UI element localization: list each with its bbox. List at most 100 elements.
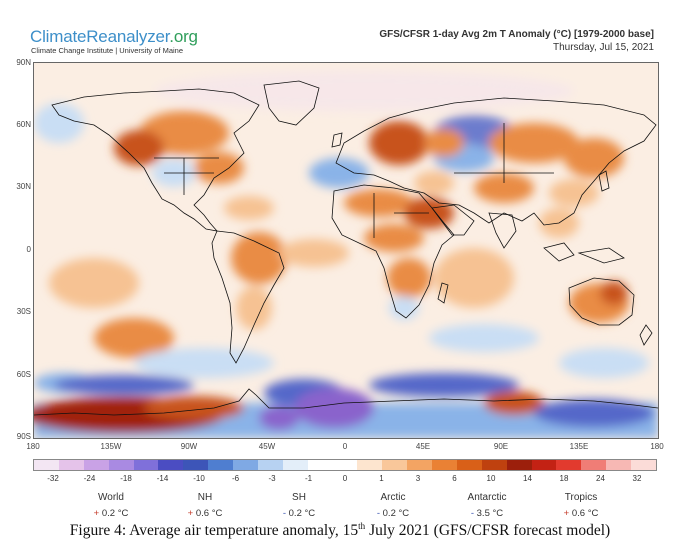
stat-name: Tropics bbox=[564, 492, 598, 503]
colorbar-tick-label: -14 bbox=[156, 474, 169, 483]
stat-name: SH bbox=[292, 492, 306, 503]
map-date: Thursday, Jul 15, 2021 bbox=[553, 42, 654, 53]
lon-label-45e: 45E bbox=[415, 442, 431, 451]
colorbar-segment bbox=[357, 460, 383, 470]
brand-name-part2: Reanalyzer bbox=[86, 27, 170, 46]
stat-name: Antarctic bbox=[467, 492, 507, 503]
stat-number: 0.2 °C bbox=[382, 508, 410, 519]
colorbar-tick-label: 14 bbox=[523, 474, 532, 483]
stat-value: - 0.2 °C bbox=[254, 508, 344, 519]
colorbar-segment bbox=[556, 460, 582, 470]
colorbar-tick-label: 3 bbox=[415, 474, 421, 483]
colorbar-segment bbox=[481, 460, 507, 470]
lat-label-90n: 90N bbox=[16, 58, 31, 67]
map-canvas bbox=[34, 63, 658, 438]
stat-name: Arctic bbox=[380, 492, 406, 503]
stat-value: - 3.5 °C bbox=[442, 508, 532, 519]
colorbar-segment bbox=[257, 460, 283, 470]
caption-prefix: Figure 4: Average air temperature anomal… bbox=[69, 522, 359, 540]
lon-label-90w: 90W bbox=[180, 442, 198, 451]
caption-superscript: th bbox=[358, 521, 366, 531]
colorbar-tick-label: 6 bbox=[452, 474, 457, 483]
lon-label-180w: 180 bbox=[26, 442, 40, 451]
stat-sign: + bbox=[187, 508, 194, 519]
map-title: GFS/CFSR 1-day Avg 2m T Anomaly (°C) [19… bbox=[379, 29, 654, 40]
stat-name: World bbox=[98, 492, 124, 503]
colorbar-segment bbox=[456, 460, 482, 470]
colorbar-segment bbox=[382, 460, 408, 470]
colorbar-segment bbox=[332, 460, 358, 470]
colorbar-segment bbox=[282, 460, 308, 470]
caption-suffix: July 2021 (GFS/CFSR forecast model) bbox=[365, 522, 611, 540]
stat-antarctic: Antarctic - 3.5 °C bbox=[442, 492, 532, 519]
brand-subtitle: Climate Change Institute | University of… bbox=[31, 46, 184, 55]
coastlines bbox=[34, 80, 658, 416]
colorbar-tick-label: -6 bbox=[231, 474, 240, 483]
lon-label-90e: 90E bbox=[493, 442, 509, 451]
stat-world: World + 0.2 °C bbox=[66, 492, 156, 519]
colorbar-segment bbox=[531, 460, 557, 470]
stat-tropics: Tropics + 0.6 °C bbox=[536, 492, 626, 519]
lat-label-60n: 60N bbox=[16, 120, 31, 129]
temperature-anomaly-map[interactable] bbox=[33, 62, 659, 439]
stat-sign: + bbox=[93, 508, 100, 519]
colorbar-tick-label: 10 bbox=[486, 474, 496, 483]
colorbar-segment bbox=[158, 460, 184, 470]
lon-label-135e: 135E bbox=[569, 442, 589, 451]
colorbar-tick-label: -32 bbox=[47, 474, 59, 483]
colorbar-tick-label: -18 bbox=[120, 474, 132, 483]
stat-value: + 0.2 °C bbox=[66, 508, 156, 519]
stat-name: NH bbox=[197, 492, 213, 503]
stat-number: 0.2 °C bbox=[288, 508, 316, 519]
colorbar-segment bbox=[407, 460, 432, 470]
brand-logo[interactable]: ClimateReanalyzer.org bbox=[30, 27, 198, 47]
brand-name-part1: Climate bbox=[30, 27, 87, 46]
lat-label-60s: 60S bbox=[16, 370, 31, 379]
stat-nh: NH + 0.6 °C bbox=[160, 492, 250, 519]
figure-caption: Figure 4: Average air temperature anomal… bbox=[0, 521, 680, 540]
colorbar-segment bbox=[581, 460, 607, 470]
colorbar-tick-label: -10 bbox=[193, 474, 205, 483]
colorbar-segment bbox=[233, 460, 258, 470]
colorbar-segment bbox=[83, 460, 109, 470]
lon-label-0: 0 bbox=[342, 442, 348, 451]
lat-label-0: 0 bbox=[26, 245, 31, 254]
stat-sign: - bbox=[470, 508, 474, 519]
lat-label-30n: 30N bbox=[16, 182, 31, 191]
lon-label-180e: 180 bbox=[650, 442, 664, 451]
map-header: ClimateReanalyzer.org Climate Change Ins… bbox=[0, 0, 680, 60]
lat-label-30s: 30S bbox=[16, 307, 31, 316]
anomaly-field bbox=[34, 71, 658, 438]
stat-sh: SH - 0.2 °C bbox=[254, 492, 344, 519]
colorbar-tick-label: 32 bbox=[632, 474, 642, 483]
colorbar-tick-label: 18 bbox=[559, 474, 569, 483]
stat-sign: + bbox=[563, 508, 570, 519]
colorbar-segment bbox=[208, 460, 233, 470]
colorbar-segment bbox=[307, 460, 333, 470]
colorbar-tick-label: 0 bbox=[342, 474, 348, 483]
colorbar-tick-label: -24 bbox=[83, 474, 96, 483]
colorbar-segment bbox=[108, 460, 134, 470]
colorbar-legend bbox=[33, 459, 657, 471]
stat-value: + 0.6 °C bbox=[536, 508, 626, 519]
colorbar-segment bbox=[133, 460, 159, 470]
stat-value: - 0.2 °C bbox=[348, 508, 438, 519]
colorbar-tick-label: 1 bbox=[379, 474, 384, 483]
colorbar-segment bbox=[34, 460, 59, 470]
stat-value: + 0.6 °C bbox=[160, 508, 250, 519]
brand-name-part3: .org bbox=[169, 27, 198, 46]
colorbar-tick-label: -1 bbox=[304, 474, 313, 483]
colorbar-segment bbox=[631, 460, 656, 470]
stat-number: 0.6 °C bbox=[195, 508, 223, 519]
stat-sign: - bbox=[376, 508, 380, 519]
colorbar-segment bbox=[606, 460, 631, 470]
stat-number: 3.5 °C bbox=[476, 508, 504, 519]
stat-number: 0.6 °C bbox=[571, 508, 599, 519]
lat-label-90s: 90S bbox=[16, 432, 31, 441]
stat-arctic: Arctic - 0.2 °C bbox=[348, 492, 438, 519]
colorbar-segment bbox=[58, 460, 84, 470]
stat-sign: - bbox=[282, 508, 286, 519]
colorbar-tick-label: -3 bbox=[268, 474, 276, 483]
stat-number: 0.2 °C bbox=[101, 508, 129, 519]
colorbar-segment bbox=[506, 460, 532, 470]
